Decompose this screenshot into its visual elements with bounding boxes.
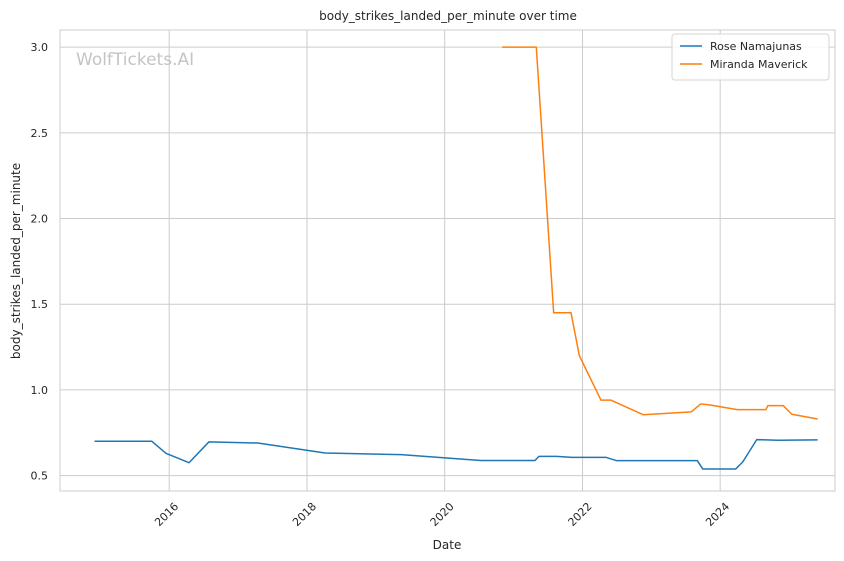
legend: Rose Namajunas Miranda Maverick bbox=[671, 33, 830, 81]
grid bbox=[60, 30, 835, 491]
y-axis-label: body_strikes_landed_per_minute bbox=[9, 163, 23, 359]
chart-title: body_strikes_landed_per_minute over time bbox=[319, 9, 577, 23]
series-line-rose-namajunas bbox=[94, 438, 818, 470]
y-tick-label: 1.5 bbox=[31, 298, 49, 311]
legend-label: Miranda Maverick bbox=[710, 58, 808, 71]
x-axis-label: Date bbox=[433, 538, 462, 552]
y-tick-label: 1.0 bbox=[31, 384, 49, 397]
legend-label: Rose Namajunas bbox=[710, 40, 802, 53]
series-layer bbox=[94, 46, 818, 470]
plot-frame bbox=[59, 29, 836, 492]
y-tick-label: 0.5 bbox=[31, 470, 49, 483]
legend-box bbox=[671, 33, 830, 81]
watermark: WolfTickets.AI bbox=[76, 50, 194, 70]
y-tick-label: 2.0 bbox=[31, 213, 49, 226]
y-tick-label: 2.5 bbox=[31, 127, 49, 140]
y-tick-label: 3.0 bbox=[31, 41, 49, 54]
series-line-miranda-maverick bbox=[502, 46, 818, 420]
